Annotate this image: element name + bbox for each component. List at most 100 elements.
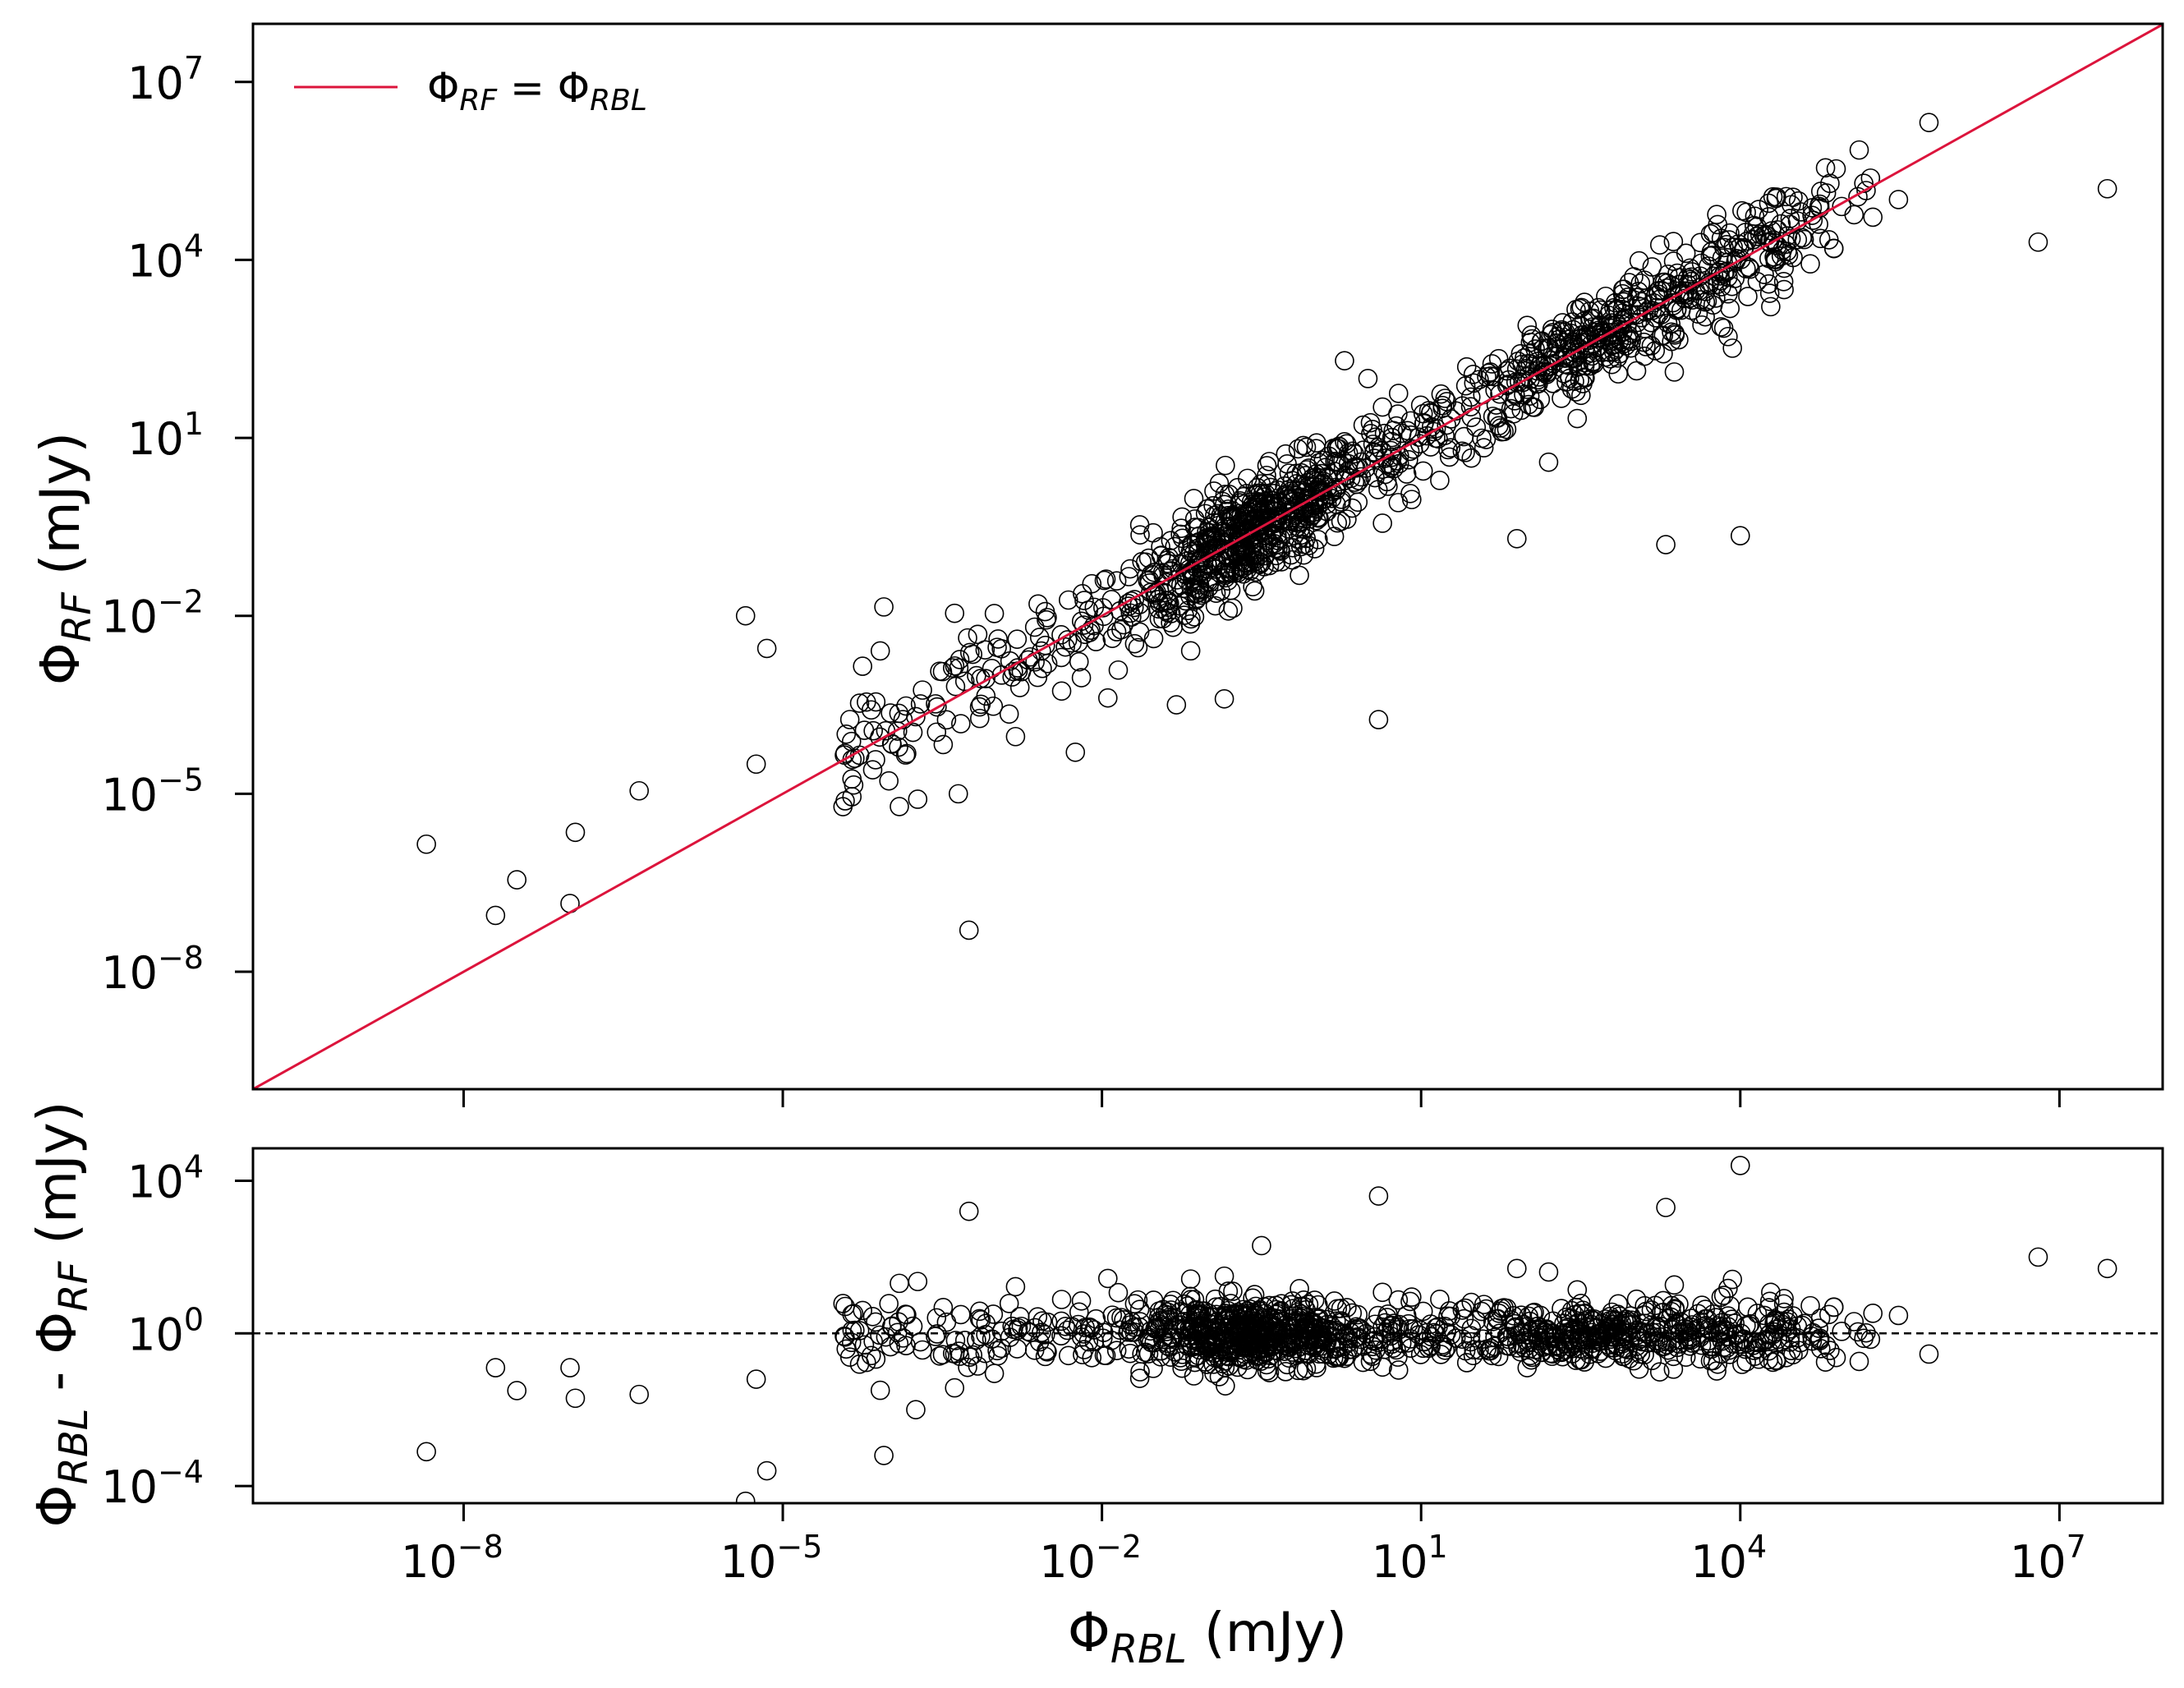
bottom-data-point	[1708, 1354, 1728, 1374]
top-data-point	[927, 697, 947, 717]
top-data-point	[1555, 322, 1575, 342]
x-tick-label-exp: −2	[1096, 1529, 1142, 1565]
top-data-point	[1522, 329, 1542, 349]
top-outlier-point	[842, 769, 862, 789]
bottom-data-point	[1309, 1309, 1329, 1328]
bottom-data-point	[1579, 1326, 1599, 1346]
bottom-data-point	[1058, 1345, 1078, 1366]
xlabel-unit: (mJy)	[1187, 1601, 1347, 1664]
top-data-point	[1695, 306, 1715, 327]
top-data-point	[1165, 536, 1184, 557]
top-y-tick-label-base: 10	[127, 235, 184, 287]
top-data-point	[1653, 343, 1673, 364]
top-data-point	[1844, 205, 1864, 225]
bottom-data-point	[1455, 1341, 1476, 1361]
top-data-point	[1342, 441, 1363, 462]
bottom-data-point	[1002, 1316, 1023, 1336]
bottom-data-point	[1035, 1325, 1055, 1345]
identity-reference-line	[253, 24, 2163, 1089]
bottom-data-point	[1745, 1346, 1765, 1366]
bottom-data-point	[1483, 1311, 1503, 1332]
bottom-data-point	[1171, 1351, 1192, 1371]
bottom-outlier-point	[507, 1381, 527, 1401]
top-data-point	[1700, 246, 1721, 266]
top-data-point	[1636, 337, 1656, 356]
bottom-data-point	[1267, 1312, 1287, 1332]
bottom-data-point	[876, 1327, 896, 1347]
bottom-data-point	[889, 1333, 909, 1354]
top-data-point	[1258, 473, 1278, 494]
bottom-y-tick-label: 100	[127, 1301, 204, 1360]
top-data-point	[1863, 207, 1883, 228]
top-data-point	[1157, 550, 1178, 570]
bottom-data-point	[1695, 1299, 1715, 1319]
top-data-point	[1130, 525, 1150, 545]
top-data-point	[1823, 238, 1844, 259]
bottom-data-point	[927, 1324, 947, 1344]
top-data-point	[1143, 628, 1164, 649]
top-data-point	[903, 722, 923, 743]
bottom-data-point	[1180, 1304, 1200, 1325]
bottom-data-point	[1783, 1345, 1803, 1365]
top-data-point	[1276, 444, 1296, 464]
bottom-data-point	[1792, 1315, 1813, 1336]
x-tick-label: 10−8	[401, 1529, 503, 1588]
bottom-data-point	[1241, 1328, 1262, 1349]
bottom-data-point	[1774, 1289, 1794, 1309]
top-data-point	[1389, 453, 1409, 474]
top-data-point	[1145, 583, 1165, 604]
bottom-data-point	[1761, 1282, 1781, 1303]
top-data-point	[1571, 385, 1591, 406]
top-data-point	[1580, 356, 1600, 376]
bottom-scatter-points	[416, 1156, 2117, 1503]
legend-label: ΦRF = ΦRBL	[427, 64, 647, 117]
top-scatter-points	[416, 113, 2117, 941]
top-data-point	[1055, 637, 1075, 657]
top-data-point	[1612, 300, 1632, 320]
bottom-outlier-point	[874, 1446, 894, 1465]
bottom-data-point	[1129, 1368, 1150, 1388]
bottom-data-point	[1161, 1300, 1181, 1320]
top-data-point	[1097, 688, 1118, 708]
top-data-point	[1647, 297, 1667, 318]
top-data-point	[1510, 343, 1531, 364]
top-outlier-point	[756, 638, 777, 659]
top-outlier-point	[874, 597, 894, 617]
top-data-point	[1084, 597, 1105, 618]
top-data-point	[1205, 505, 1225, 526]
bottom-y-tick-label-exp: 4	[184, 1148, 204, 1184]
bottom-data-point	[1315, 1339, 1336, 1359]
top-data-point	[1771, 214, 1791, 234]
bottom-data-point	[1400, 1338, 1421, 1358]
top-data-point	[1491, 418, 1510, 438]
top-data-point	[969, 697, 990, 717]
legend: ΦRF = ΦRBL	[294, 64, 647, 117]
bottom-data-point	[1649, 1362, 1670, 1382]
top-y-tick-label-exp: 4	[184, 228, 204, 264]
bottom-ylabel-sub-a: RBL	[51, 1409, 97, 1485]
top-data-point	[1767, 187, 1786, 207]
top-data-point	[1375, 464, 1395, 485]
bottom-data-point	[1326, 1320, 1346, 1341]
top-data-point	[1267, 526, 1287, 545]
bottom-data-point	[1704, 1322, 1724, 1342]
top-data-point	[1257, 465, 1276, 485]
top-ylabel-unit: (mJy)	[29, 432, 92, 592]
top-data-point	[1382, 447, 1402, 467]
bottom-data-point	[1114, 1310, 1133, 1330]
top-data-point	[1179, 553, 1200, 573]
top-data-point	[1466, 417, 1487, 437]
top-data-point	[1218, 505, 1239, 526]
top-data-point	[1730, 237, 1749, 258]
bottom-data-point	[889, 1312, 908, 1332]
top-data-point	[1338, 453, 1359, 474]
bottom-data-point	[1474, 1295, 1494, 1314]
top-data-point	[1642, 257, 1662, 277]
top-data-point	[836, 724, 857, 744]
bottom-data-point	[1647, 1322, 1667, 1343]
top-data-point	[1143, 522, 1163, 543]
x-tick-label-base: 10	[720, 1536, 777, 1588]
top-data-point	[1754, 226, 1774, 246]
